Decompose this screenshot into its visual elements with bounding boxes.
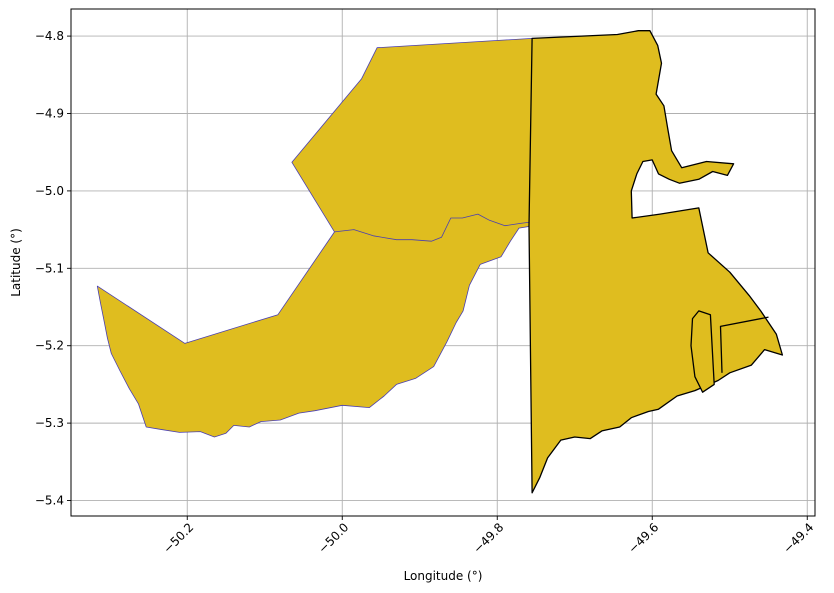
region-central-eastern-region [528, 30, 784, 494]
region-western-region [96, 38, 535, 438]
region-narrow-strip [690, 310, 715, 393]
region-river-boundary [334, 213, 533, 242]
y-tick-label: −5.2 [35, 339, 64, 353]
region-eastern-subdivision [719, 316, 769, 373]
map-regions [96, 30, 784, 494]
y-tick-label: −5.1 [35, 261, 64, 275]
y-tick-label: −5.3 [35, 416, 64, 430]
y-tick-label: −5.4 [35, 494, 64, 508]
y-axis-label: Latitude (°) [9, 228, 23, 297]
x-axis-ticks: −50.2 −50.0 −49.8 −49.6 −49.4 [160, 516, 816, 556]
y-tick-label: −4.9 [35, 106, 64, 120]
axes-frame [70, 8, 816, 517]
x-tick-label: −49.8 [470, 520, 506, 556]
x-tick-label: −49.4 [780, 520, 816, 556]
y-tick-label: −5.0 [35, 184, 64, 198]
x-tick-label: −49.6 [625, 520, 661, 556]
y-axis-ticks: −4.8 −4.9 −5.0 −5.1 −5.2 −5.3 −5.4 [35, 29, 71, 508]
y-tick-label: −4.8 [35, 29, 64, 43]
x-axis-label: Longitude (°) [404, 569, 483, 583]
x-tick-label: −50.2 [160, 520, 196, 556]
x-tick-label: −50.0 [315, 520, 351, 556]
